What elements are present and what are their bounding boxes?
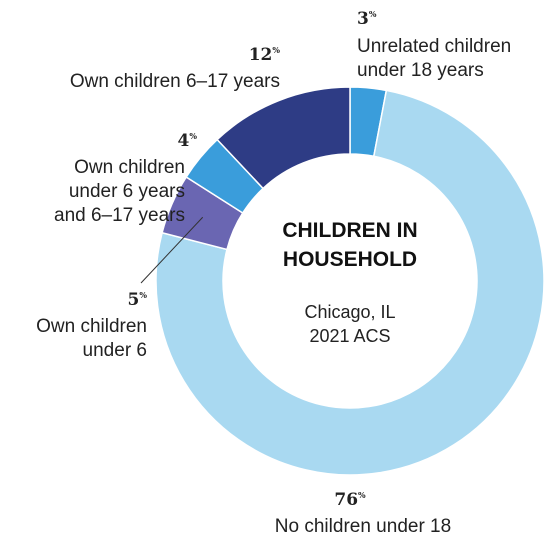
donut-slice: [216, 86, 351, 190]
slice-category-label: under 6 years: [69, 181, 185, 202]
slice-category-label: under 6: [83, 340, 147, 361]
center-text: CHILDREN IN HOUSEHOLD Chicago, IL 2021 A…: [282, 219, 417, 346]
slice-category-label: Own children: [36, 316, 147, 337]
donut-slice: [155, 89, 545, 476]
slice-category-label: under 18 years: [357, 60, 484, 81]
slice-category-label: and 6–17 years: [54, 205, 185, 226]
slice-percent-label: 76%: [334, 490, 366, 510]
slice-category-label: No children under 18: [275, 516, 451, 537]
center-title-line-2: HOUSEHOLD: [283, 248, 417, 271]
slice-category-label: Own children 6–17 years: [70, 71, 280, 92]
center-title-line-1: CHILDREN IN: [282, 219, 417, 242]
slice-percent-label: 5%: [128, 290, 148, 310]
slice-labels: 3% Unrelated children under 18 years 76% No …: [36, 9, 511, 537]
center-subtitle-line-1: Chicago, IL: [304, 302, 395, 322]
center-subtitle-line-2: 2021 ACS: [309, 326, 390, 346]
callout-lines: [140, 216, 204, 284]
slice-percent-label: 12%: [249, 45, 281, 65]
callout-line: [140, 216, 204, 284]
slice-category-label: Own children: [74, 157, 185, 178]
slice-category-label: Unrelated children: [357, 36, 511, 57]
slices-group: [155, 86, 545, 476]
slice-percent-label: 3%: [357, 9, 377, 29]
slice-percent-label: 4%: [178, 131, 198, 151]
